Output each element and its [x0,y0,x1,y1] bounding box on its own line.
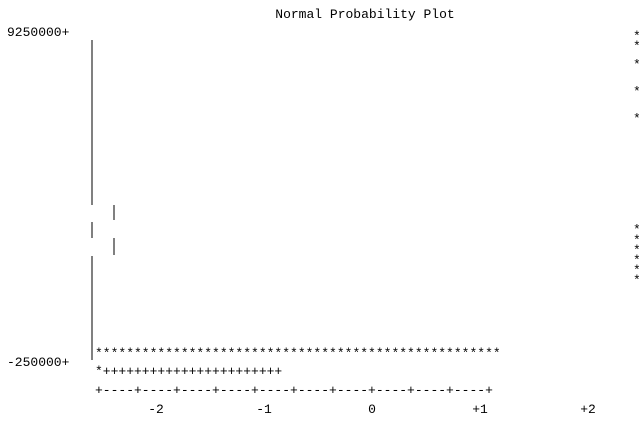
data-point: * [633,58,639,73]
x-tick-labels: -2 -1 0 +1 +2 [148,402,596,417]
data-point: * [633,39,639,54]
chart-title: Normal Probability Plot [275,7,454,22]
data-point: * [633,29,639,44]
data-point: * [633,243,639,258]
baseline-star-row: ****************************************… [95,346,501,361]
x-tick-label: -2 [148,402,164,417]
x-tick-label: 0 [368,402,376,417]
data-point: * [633,112,639,127]
x-axis-line: +----+----+----+----+----+----+----+----… [95,383,493,398]
x-tick-label: +2 [580,402,596,417]
data-point: * [633,273,639,288]
x-tick-label: +1 [472,402,488,417]
x-tick-label: -1 [256,402,272,417]
y-axis-bottom-label: -250000+ [7,355,70,370]
data-point: * [633,253,639,268]
data-point: * [633,263,639,278]
data-point: * [633,223,639,238]
reference-line-row: *+++++++++++++++++++++++ [95,364,282,379]
data-points: *********** [633,29,639,288]
y-axis-top-label: 9250000+ [7,25,70,40]
data-point: * [633,85,639,100]
data-point: * [633,233,639,248]
